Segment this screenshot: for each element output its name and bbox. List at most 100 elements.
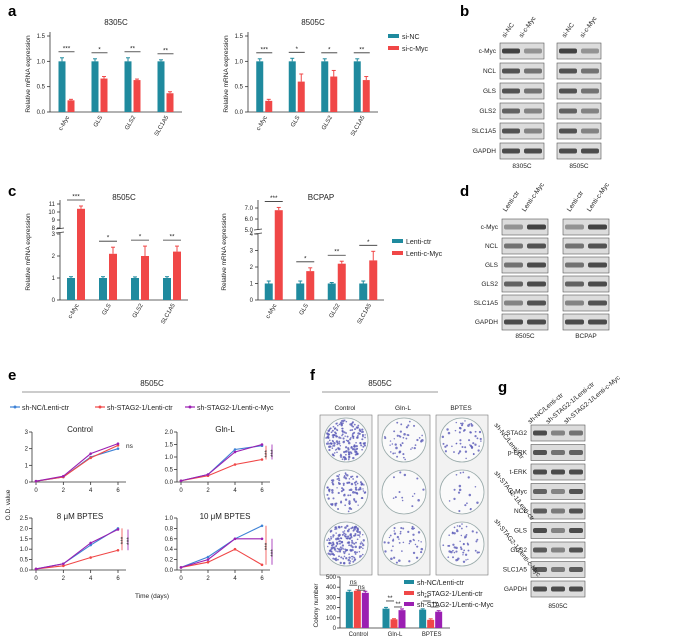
- colony-dot: [472, 442, 475, 445]
- colony-dot: [331, 447, 334, 449]
- colony-dot: [350, 437, 352, 439]
- colony-dot: [341, 533, 344, 536]
- colony-dot: [357, 504, 359, 506]
- colony-dot: [330, 529, 333, 533]
- significance-label: **: [163, 47, 169, 54]
- protein-label: GLS2: [510, 547, 527, 554]
- colony-dot: [392, 545, 394, 548]
- colony-dot: [346, 524, 349, 528]
- x-axis-label: Time (days): [135, 593, 169, 600]
- lane-label: Lenti-c-Myc: [586, 181, 611, 213]
- colony-dot: [342, 551, 345, 553]
- bar: [330, 76, 338, 112]
- colony-dot: [348, 452, 350, 454]
- x-tick-label: 0: [179, 488, 183, 494]
- colony-dot: [414, 444, 417, 447]
- colony-dot: [339, 561, 342, 565]
- colony-dot: [327, 497, 330, 500]
- significance-label: ***: [260, 46, 268, 53]
- blot-band: [551, 469, 565, 475]
- colony-dot: [364, 491, 367, 494]
- colony-dot: [364, 434, 366, 436]
- colony-dot: [474, 430, 477, 433]
- colony-dot: [353, 498, 356, 501]
- colony-dot: [337, 537, 340, 541]
- colony-dot: [346, 537, 349, 540]
- y-tick-label: 1.0: [165, 455, 174, 461]
- bar: [369, 260, 378, 300]
- bar: [265, 100, 273, 112]
- colony-dot: [342, 531, 344, 533]
- colony-dot: [404, 458, 407, 461]
- bar: [427, 619, 435, 628]
- protein-label: GLS2: [479, 108, 496, 115]
- blot-box: [501, 275, 549, 293]
- colony-dot: [401, 550, 403, 552]
- y-tick-label: 1.5: [165, 443, 174, 449]
- y-tick-label: 2.5: [20, 516, 29, 522]
- colony-well: [439, 521, 485, 567]
- colony-spots: [448, 471, 479, 513]
- blot-band: [524, 48, 542, 54]
- colony-dot: [450, 550, 453, 554]
- y-tick-label: 0.5: [235, 85, 244, 91]
- colony-dot: [452, 556, 455, 559]
- colony-dot: [441, 435, 445, 439]
- blot-band: [565, 281, 584, 287]
- colony-dot: [466, 502, 468, 505]
- protein-label: STAG2: [506, 430, 527, 437]
- colony-dot: [393, 530, 395, 532]
- blot-band: [502, 148, 520, 154]
- blot-band: [524, 128, 542, 134]
- series-line: [35, 527, 119, 570]
- colony-dot: [402, 436, 405, 439]
- blot-band: [527, 262, 546, 268]
- data-point: [260, 524, 264, 528]
- colony-well: [381, 521, 427, 567]
- colony-dot: [346, 529, 350, 533]
- chart-title: 8505C: [140, 379, 164, 388]
- bar: [58, 61, 66, 112]
- significance-label: ns: [358, 584, 366, 591]
- y-tick-label: 1.0: [37, 59, 46, 65]
- colony-dot: [337, 507, 340, 511]
- colony-dot: [361, 553, 364, 556]
- colony-dot: [344, 504, 347, 507]
- blot-box: [556, 102, 602, 120]
- colony-dot: [442, 544, 445, 547]
- colony-dot: [472, 453, 475, 456]
- legend-swatch: [388, 34, 399, 38]
- colony-dot: [455, 546, 458, 550]
- colony-dot: [458, 431, 461, 434]
- colony-dot: [334, 558, 338, 562]
- blot-band: [504, 224, 523, 230]
- series-line: [35, 444, 119, 482]
- blot-band: [581, 148, 599, 154]
- colony-dot: [464, 504, 467, 507]
- blot-box: [501, 218, 549, 236]
- colony-dot: [389, 440, 392, 442]
- colony-dot: [336, 422, 338, 424]
- colony-well: [439, 417, 485, 463]
- colony-dot: [467, 549, 470, 552]
- colony-dot: [455, 550, 458, 553]
- colony-dot: [458, 484, 462, 488]
- legend-label: sh-NC/Lenti-ctr: [417, 580, 465, 587]
- x-tick-label: 6: [116, 488, 120, 494]
- blot-band: [588, 224, 607, 230]
- colony-dot: [362, 490, 365, 492]
- colony-dot: [462, 429, 465, 432]
- blot-box: [501, 237, 549, 255]
- protein-label: c-Myc: [479, 48, 497, 55]
- colony-dot: [340, 556, 343, 559]
- colony-dot: [335, 545, 337, 548]
- significance-label: *: [98, 46, 101, 53]
- data-point: [206, 558, 210, 561]
- colony-dot: [334, 502, 337, 506]
- colony-dot: [395, 561, 398, 564]
- colony-dot: [413, 446, 416, 450]
- colony-dot: [343, 476, 346, 479]
- colony-dot: [393, 556, 396, 559]
- colony-dot: [355, 475, 359, 478]
- colony-dot: [352, 478, 354, 480]
